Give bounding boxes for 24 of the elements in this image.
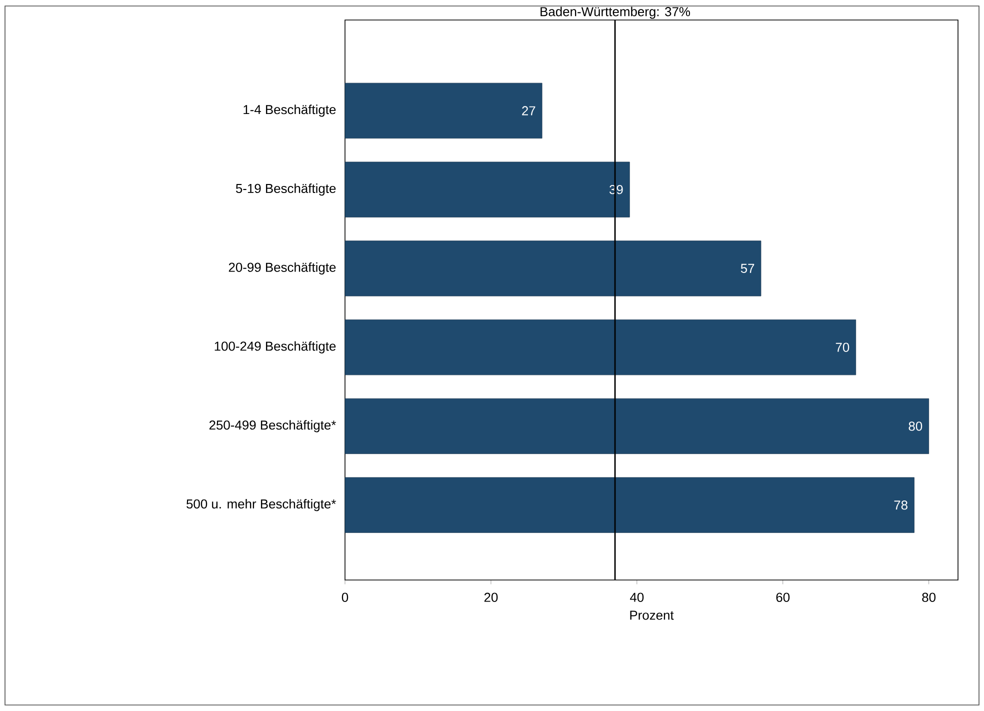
data-label: 57 — [740, 264, 754, 273]
data-label: 80 — [908, 422, 922, 431]
y-tick-label: 5-19 Beschäftigte — [236, 184, 336, 196]
x-tick-label: 60 — [776, 592, 790, 602]
bar — [344, 240, 762, 296]
x-tick-label: 80 — [922, 592, 936, 602]
x-tick-label: 40 — [630, 592, 644, 602]
bar — [344, 82, 542, 139]
y-tick-label: 1-4 Beschäftigte — [244, 104, 336, 117]
ref-line-label: Baden-Württemberg: 37% — [540, 6, 690, 19]
y-tick-label: 20-99 Beschäftigte — [228, 262, 336, 274]
bar — [344, 398, 930, 454]
bar — [344, 162, 630, 218]
y-tick-label: 250-499 Beschäftigte* — [209, 420, 336, 432]
x-tick-label: 0 — [342, 592, 348, 602]
data-label: 70 — [836, 342, 850, 352]
bar — [344, 320, 856, 376]
x-tick-label: 20 — [484, 592, 498, 602]
y-tick-label: 100-249 Beschäftigte — [214, 341, 336, 354]
x-axis-title: Prozent — [630, 610, 674, 620]
data-label: 78 — [894, 500, 908, 510]
data-label: 27 — [522, 106, 536, 116]
bar — [344, 477, 914, 533]
y-tick-label: 500 u. mehr Beschäftigte* — [186, 499, 336, 512]
